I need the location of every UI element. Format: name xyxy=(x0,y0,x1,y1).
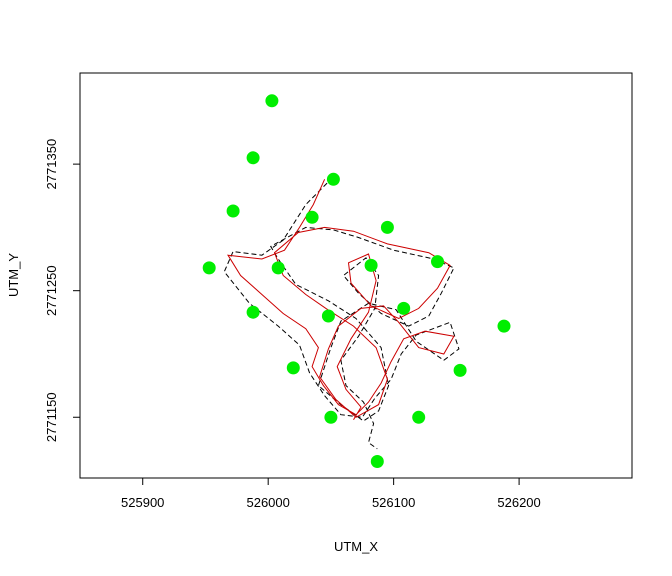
x-tick-label: 526200 xyxy=(497,495,540,510)
green-point xyxy=(370,455,384,468)
y-axis: 2771150 2771250 2771350 xyxy=(44,139,80,442)
x-axis-title: UTM_X xyxy=(334,539,378,554)
green-point xyxy=(453,363,467,377)
green-point xyxy=(364,258,378,272)
green-point xyxy=(202,261,216,275)
green-point xyxy=(326,172,340,186)
green-point xyxy=(431,255,444,269)
green-point xyxy=(246,305,260,319)
plot-frame xyxy=(79,72,633,479)
green-point xyxy=(321,309,335,323)
x-tick-label: 526100 xyxy=(372,495,415,510)
green-point xyxy=(286,361,300,375)
green-point xyxy=(305,210,319,224)
y-axis-title: UTM_Y xyxy=(6,253,21,297)
green-point xyxy=(271,261,285,275)
y-tick-label: 2771250 xyxy=(44,265,59,316)
y-tick-label: 2771350 xyxy=(44,139,59,190)
green-point xyxy=(324,410,338,424)
green-point xyxy=(397,301,411,315)
x-tick-label: 526000 xyxy=(246,495,289,510)
green-point xyxy=(497,319,511,333)
green-point xyxy=(265,94,279,108)
green-point xyxy=(412,410,426,424)
green-point xyxy=(226,204,240,218)
green-point xyxy=(246,151,260,165)
red-track-line xyxy=(227,179,455,421)
green-point xyxy=(380,220,394,234)
dashed-track-line xyxy=(223,182,460,450)
y-tick-label: 2771150 xyxy=(44,392,59,442)
x-tick-label: 525900 xyxy=(121,495,164,510)
series-layer xyxy=(202,94,511,468)
x-axis: 525900 526000 526100 526200 xyxy=(121,478,541,510)
